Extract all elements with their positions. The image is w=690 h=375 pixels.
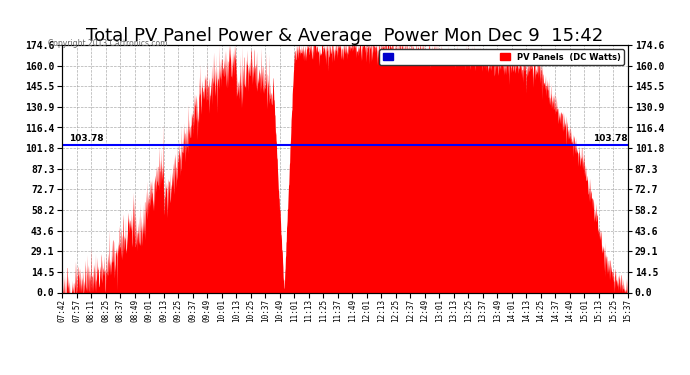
Title: Total PV Panel Power & Average  Power Mon Dec 9  15:42: Total PV Panel Power & Average Power Mon… <box>86 27 604 45</box>
Legend: Average  (DC Watts), PV Panels  (DC Watts): Average (DC Watts), PV Panels (DC Watts) <box>380 49 624 65</box>
Text: 103.78: 103.78 <box>70 134 104 142</box>
Text: 103.78: 103.78 <box>593 134 628 142</box>
Text: Copyright 2013 Cartronics.com: Copyright 2013 Cartronics.com <box>48 39 168 48</box>
